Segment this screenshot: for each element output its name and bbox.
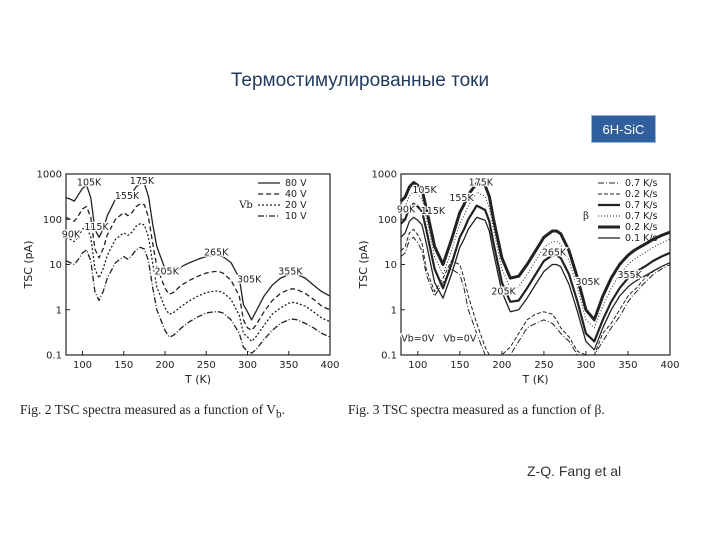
series-line-2 (65, 222, 331, 343)
legend-label: 0.2 K/s (625, 222, 658, 233)
y-tick-label: 100 (378, 215, 397, 226)
legend-label: 0.2 K/s (625, 189, 658, 200)
figure-3: 100 150 200 250 300 350 400 0.1 1 10 100 1000 T (K) T… (355, 162, 680, 387)
legend-label: 0.7 K/s (625, 200, 658, 211)
x-tick-label: 250 (534, 360, 553, 371)
peak-annotation: 155K (115, 191, 140, 202)
figure-2: 100 150 200 250 300 350 400 0.1 1 10 100 1000 T (K) T… (20, 162, 340, 387)
x-tick-label: 100 (408, 360, 427, 371)
x-tick-label: 250 (197, 360, 216, 371)
series-line-4 (399, 181, 671, 322)
peak-annotation: 265K (204, 247, 229, 258)
y-tick-label: 0.1 (46, 351, 62, 362)
x-tick-label: 200 (155, 360, 174, 371)
legend-label: 40 V (285, 189, 307, 200)
x-tick-label: 150 (114, 360, 133, 371)
peak-annotation: Vb=0V (443, 333, 477, 344)
figure-3-caption: Fig. 3 TSC spectra measured as a functio… (348, 402, 605, 417)
series-line-3 (65, 246, 331, 354)
legend-label: 10 V (285, 211, 307, 222)
tsc-chart-voltage: 100 150 200 250 300 350 400 0.1 1 10 100 1000 T (K) T… (22, 170, 340, 387)
peak-annotation: 90K (62, 229, 81, 240)
peak-annotation: 205K (491, 286, 516, 297)
y-tick-label: 0.1 (381, 351, 397, 362)
legend-label: 0.7 K/s (625, 211, 658, 222)
y-tick-label: 10 (49, 260, 62, 271)
peak-annotation: 265K (542, 247, 567, 258)
tsc-chart-heating-rate: 100 150 200 250 300 350 400 0.1 1 10 100 1000 T (K) T… (357, 170, 680, 387)
peak-annotation: 175K (469, 177, 494, 188)
legend-symbol: Vb (238, 200, 253, 211)
x-tick-label: 150 (450, 360, 469, 371)
y-axis-label: TSC (pA) (22, 241, 35, 290)
author-credit: Z-Q. Fang et al (527, 463, 622, 479)
slide-title: Термостимулированные токи (230, 70, 490, 91)
x-tick-label: 200 (492, 360, 511, 371)
y-tick-label: 1000 (37, 170, 62, 181)
legend-label: 20 V (285, 200, 307, 211)
peak-annotation: 105K (77, 177, 102, 188)
peak-annotation: 175K (130, 176, 155, 187)
x-axis-label: T (K) (184, 373, 211, 386)
y-tick-label: 1 (56, 305, 62, 316)
series-line-0 (65, 182, 331, 321)
x-tick-label: 400 (660, 360, 679, 371)
peak-annotation: 155K (449, 193, 474, 204)
peak-annotation: 305K (575, 277, 600, 288)
figure-2-caption: Fig. 2 TSC spectra measured as a functio… (20, 402, 285, 421)
legend-label: 80 V (285, 178, 307, 189)
peak-annotation: 355K (278, 267, 303, 278)
series-line-2 (400, 202, 671, 343)
peak-annotation: 205K (154, 267, 179, 278)
legend-label: 0.1 K/s (625, 233, 658, 244)
peak-annotation: 115K (84, 222, 109, 233)
x-tick-label: 350 (618, 360, 637, 371)
x-tick-label: 350 (279, 360, 298, 371)
peak-annotation: 355K (617, 270, 642, 281)
peak-annotation: 305K (237, 275, 262, 286)
x-tick-label: 100 (73, 360, 92, 371)
y-tick-label: 10 (384, 260, 397, 271)
x-tick-label: 300 (576, 360, 595, 371)
peak-annotation: 90K (397, 205, 416, 216)
peak-annotation: Vb=0V (401, 333, 435, 344)
legend-label: 0.7 K/s (625, 178, 658, 189)
series-line-1 (65, 203, 331, 332)
peak-annotation: 105K (412, 185, 437, 196)
series-line-0 (400, 236, 671, 356)
y-tick-label: 100 (43, 215, 62, 226)
y-tick-label: 1000 (372, 170, 397, 181)
material-badge: 6H-SiC (591, 115, 656, 143)
x-tick-label: 400 (320, 360, 339, 371)
legend-symbol: β (583, 211, 589, 222)
y-axis-label: TSC (pA) (357, 241, 370, 290)
peak-annotation: 115K (421, 206, 446, 217)
y-tick-label: 1 (391, 305, 397, 316)
series-line-1 (400, 228, 671, 356)
x-tick-label: 300 (238, 360, 257, 371)
series-line-5 (400, 216, 671, 351)
x-axis-label: T (K) (521, 373, 548, 386)
